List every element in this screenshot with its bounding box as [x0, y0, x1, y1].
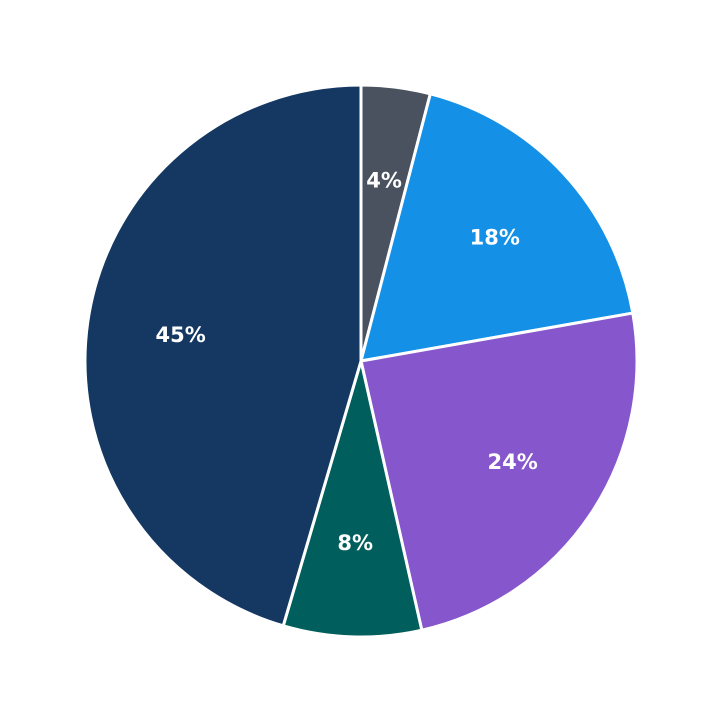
- slice-label: 8%: [337, 531, 373, 555]
- slice-label: 24%: [488, 450, 538, 474]
- slice-label: 4%: [366, 168, 402, 192]
- pie-slice: [281, 359, 424, 639]
- pie-slice: [359, 92, 635, 363]
- pie-labels: 4% 18% 24% 8% 45%: [156, 168, 538, 555]
- pie-slice: [359, 311, 639, 632]
- slice-label: 45%: [156, 323, 206, 347]
- slice-label: 18%: [470, 225, 520, 249]
- pie-slice: [83, 83, 363, 628]
- pie-slices: [83, 83, 639, 639]
